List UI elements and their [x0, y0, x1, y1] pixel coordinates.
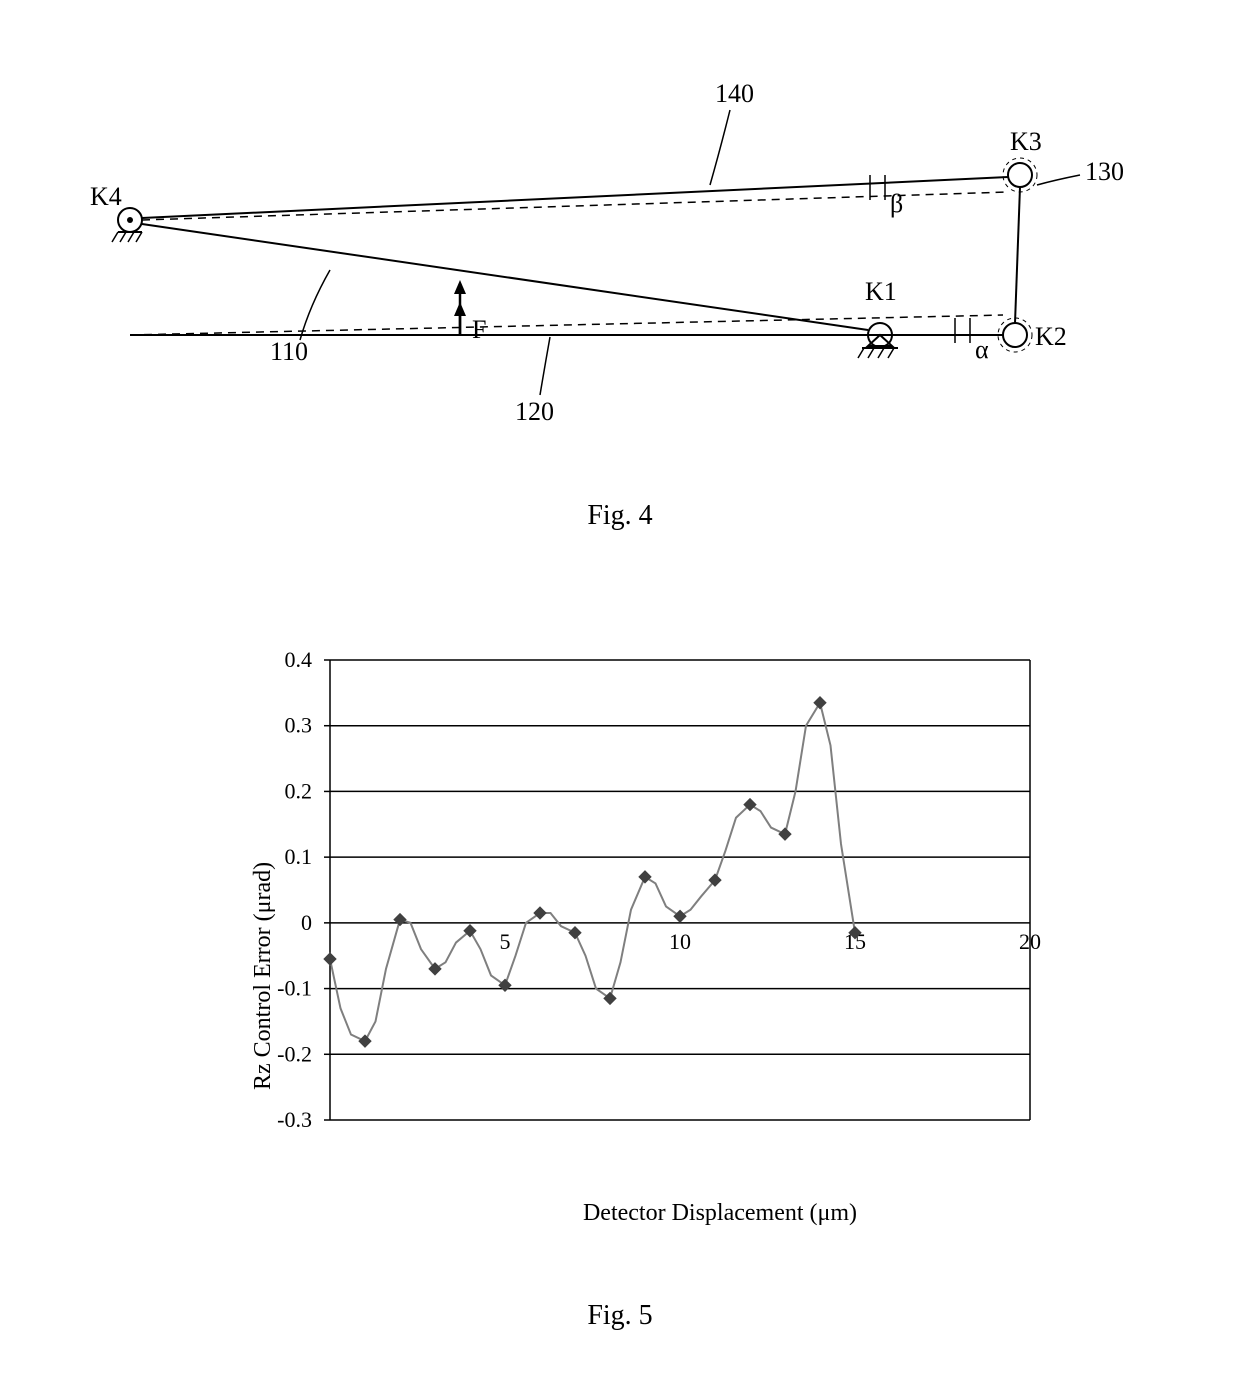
data-marker	[359, 1035, 371, 1047]
label-alpha: α	[975, 335, 989, 364]
force-arrow	[454, 280, 466, 335]
data-marker	[324, 953, 336, 965]
series-line	[330, 703, 855, 1041]
fig4-diagram: K4 K3 K2 K1 140 130 110 120 β α F	[0, 40, 1240, 460]
leader-110	[300, 270, 330, 340]
link-140	[142, 177, 1008, 218]
data-marker	[569, 927, 581, 939]
label-k3: K3	[1010, 127, 1042, 156]
xtick-label: 10	[669, 929, 691, 954]
joint-k2	[998, 318, 1032, 352]
label-120: 120	[515, 397, 554, 426]
leader-140	[710, 110, 730, 185]
xtick-label: 20	[1019, 929, 1041, 954]
ytick-label: -0.1	[277, 976, 312, 1001]
label-k4: K4	[90, 182, 122, 211]
ytick-label: -0.3	[277, 1107, 312, 1132]
data-marker	[814, 697, 826, 709]
label-130: 130	[1085, 157, 1124, 186]
angle-alpha	[955, 318, 970, 343]
data-marker	[534, 907, 546, 919]
ytick-label: 0	[301, 910, 312, 935]
ytick-label: -0.2	[277, 1041, 312, 1066]
joint-k1	[858, 323, 898, 358]
link-130	[1015, 187, 1020, 323]
label-k1: K1	[865, 277, 897, 306]
joint-k3	[1003, 158, 1037, 192]
label-140: 140	[715, 79, 754, 108]
fig4-caption: Fig. 4	[0, 500, 1240, 532]
fig5-ylabel: Rz Control Error (μrad)	[250, 862, 277, 1090]
ytick-label: 0.4	[285, 647, 313, 672]
data-marker	[394, 914, 406, 926]
fig5-xlabel: Detector Displacement (μm)	[470, 1200, 970, 1227]
fig5-caption: Fig. 5	[0, 1300, 1240, 1332]
leader-130	[1037, 175, 1080, 185]
label-beta: β	[890, 189, 903, 218]
leader-120	[540, 337, 550, 395]
xtick-label: 5	[500, 929, 511, 954]
label-f: F	[472, 315, 486, 344]
data-marker	[604, 992, 616, 1004]
link-110	[142, 224, 868, 330]
link-140-dashed	[142, 192, 1008, 220]
joint-k4	[112, 208, 142, 242]
data-marker	[674, 910, 686, 922]
label-k2: K2	[1035, 322, 1067, 351]
data-marker	[779, 828, 791, 840]
fig5-chart: -0.3-0.2-0.100.10.20.30.45101520	[0, 620, 1240, 1180]
data-marker	[639, 871, 651, 883]
ytick-label: 0.1	[285, 844, 313, 869]
ytick-label: 0.2	[285, 778, 313, 803]
ytick-label: 0.3	[285, 713, 313, 738]
data-marker	[499, 979, 511, 991]
label-110: 110	[270, 337, 308, 366]
